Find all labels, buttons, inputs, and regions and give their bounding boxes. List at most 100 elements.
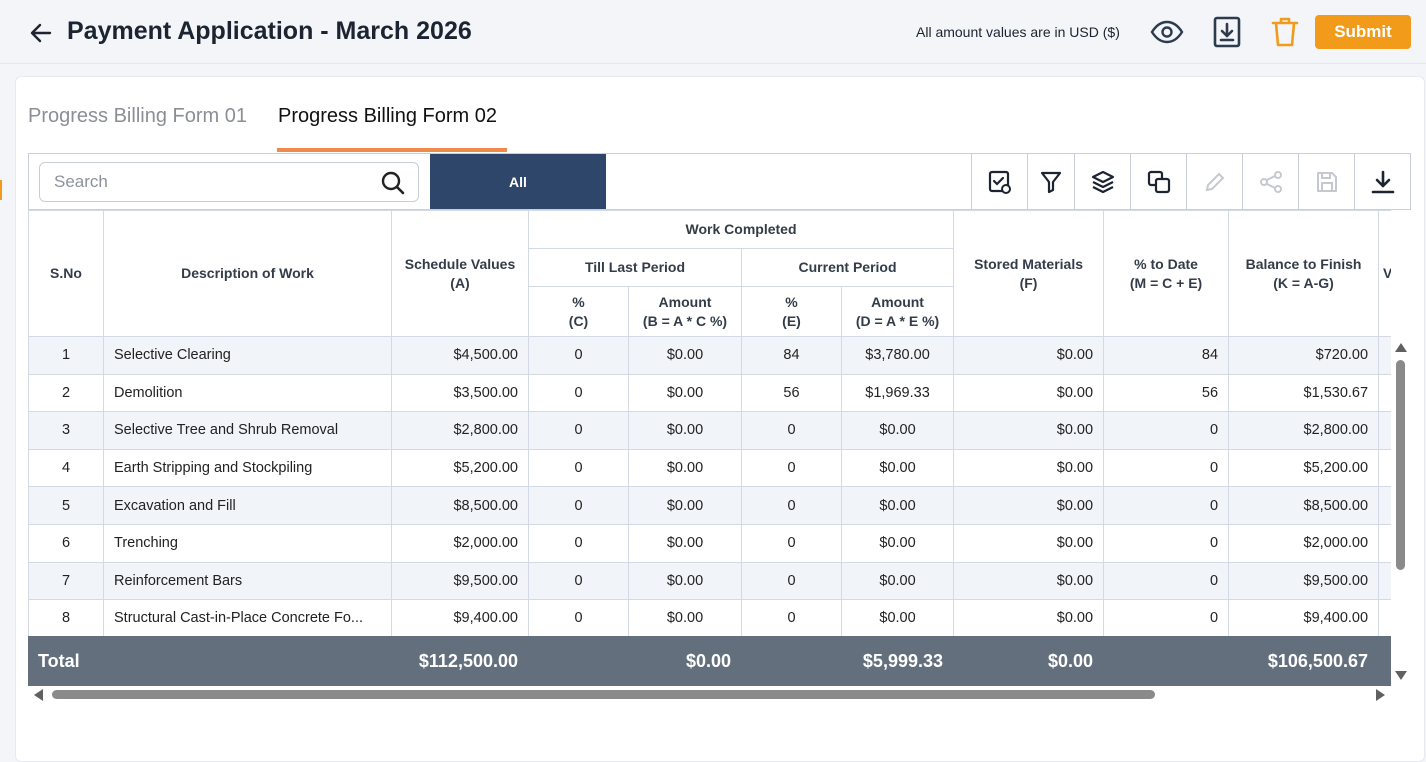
cell-c[interactable]: 0 <box>528 373 629 413</box>
cell-b[interactable]: $0.00 <box>628 561 742 601</box>
header-pct-c[interactable]: % (C) <box>528 286 629 337</box>
cell-sno[interactable]: 8 <box>28 599 104 638</box>
tab-progress-billing-form-02[interactable]: Progress Billing Form 02 <box>278 105 497 127</box>
header-pct-to-date[interactable]: % to Date (M = C + E) <box>1103 210 1230 337</box>
copy-icon[interactable] <box>1130 154 1186 209</box>
horizontal-scroll-thumb[interactable] <box>52 690 1155 699</box>
table-row[interactable]: 3 Selective Tree and Shrub Removal $2,800.… <box>28 411 1391 450</box>
download-icon[interactable] <box>1354 154 1411 209</box>
cell-b[interactable]: $0.00 <box>628 599 742 638</box>
header-schedule-values[interactable]: Schedule Values (A) <box>391 210 529 337</box>
cell-c[interactable]: 0 <box>528 448 629 488</box>
scroll-right-icon[interactable] <box>1376 689 1385 701</box>
cell-description[interactable]: Selective Clearing <box>103 336 392 375</box>
cell-c[interactable]: 0 <box>528 599 629 638</box>
cell-description[interactable]: Excavation and Fill <box>103 486 392 525</box>
cell-e[interactable]: 0 <box>741 448 842 488</box>
header-stored-materials[interactable]: Stored Materials (F) <box>953 210 1105 337</box>
table-row[interactable]: 2 Demolition $3,500.00 0 $0.00 56 $1,969.33 $0.… <box>28 373 1391 413</box>
cell-b[interactable]: $0.00 <box>628 336 742 375</box>
filter-icon[interactable] <box>1027 154 1074 209</box>
cell-f[interactable]: $0.00 <box>953 523 1105 563</box>
cell-schedule[interactable]: $4,500.00 <box>391 336 529 375</box>
cell-schedule[interactable]: $3,500.00 <box>391 373 529 413</box>
cell-e[interactable]: 84 <box>741 336 842 375</box>
cell-sno[interactable]: 7 <box>28 561 104 601</box>
cell-d[interactable]: $0.00 <box>840 523 955 563</box>
header-next-column[interactable]: V <box>1378 210 1391 337</box>
cell-description[interactable]: Reinforcement Bars <box>103 561 392 601</box>
table-row[interactable]: 1 Selective Clearing $4,500.00 0 $0.00 84 $3,7… <box>28 336 1391 375</box>
cell-description[interactable]: Selective Tree and Shrub Removal <box>103 411 392 450</box>
cell-b[interactable]: $0.00 <box>628 486 742 525</box>
cell-k[interactable]: $2,000.00 <box>1228 523 1380 563</box>
layers-icon[interactable] <box>1074 154 1130 209</box>
cell-k[interactable]: $2,800.00 <box>1228 411 1380 450</box>
scroll-down-icon[interactable] <box>1395 671 1407 680</box>
table-row[interactable]: 6 Trenching $2,000.00 0 $0.00 0 $0.00 $0.00 0 $2,… <box>28 523 1391 563</box>
cell-next[interactable] <box>1378 336 1391 375</box>
cell-f[interactable]: $0.00 <box>953 599 1105 638</box>
cell-b[interactable]: $0.00 <box>628 523 742 563</box>
cell-sno[interactable]: 6 <box>28 523 104 563</box>
cell-sno[interactable]: 4 <box>28 448 104 488</box>
cell-d[interactable]: $0.00 <box>840 411 955 450</box>
search-icon[interactable] <box>380 170 406 196</box>
cell-description[interactable]: Demolition <box>103 373 392 413</box>
cell-next[interactable] <box>1378 448 1391 488</box>
cell-b[interactable]: $0.00 <box>628 411 742 450</box>
eye-icon[interactable] <box>1150 15 1184 49</box>
cell-description[interactable]: Trenching <box>103 523 392 563</box>
cell-k[interactable]: $8,500.00 <box>1228 486 1380 525</box>
cell-c[interactable]: 0 <box>528 561 629 601</box>
filter-all-button[interactable]: All <box>430 154 606 209</box>
cell-m[interactable]: 84 <box>1103 336 1230 375</box>
header-pct-e[interactable]: % (E) <box>741 286 842 337</box>
cell-k[interactable]: $9,400.00 <box>1228 599 1380 638</box>
pencil-icon[interactable] <box>1186 154 1242 209</box>
cell-schedule[interactable]: $9,400.00 <box>391 599 529 638</box>
cell-e[interactable]: 0 <box>741 561 842 601</box>
cell-k[interactable]: $9,500.00 <box>1228 561 1380 601</box>
cell-f[interactable]: $0.00 <box>953 561 1105 601</box>
file-download-icon[interactable] <box>1210 15 1244 49</box>
scroll-up-icon[interactable] <box>1395 343 1407 352</box>
cell-d[interactable]: $0.00 <box>840 486 955 525</box>
cell-next[interactable] <box>1378 411 1391 450</box>
cell-d[interactable]: $0.00 <box>840 561 955 601</box>
header-description[interactable]: Description of Work <box>103 210 392 337</box>
submit-button[interactable]: Submit <box>1315 15 1411 49</box>
header-amount-b[interactable]: Amount (B = A * C %) <box>628 286 742 337</box>
cell-c[interactable]: 0 <box>528 523 629 563</box>
cell-k[interactable]: $5,200.00 <box>1228 448 1380 488</box>
cell-f[interactable]: $0.00 <box>953 336 1105 375</box>
search-input[interactable] <box>40 163 370 201</box>
header-sno[interactable]: S.No <box>28 210 104 337</box>
header-balance-to-finish[interactable]: Balance to Finish (K = A-G) <box>1228 210 1380 337</box>
cell-c[interactable]: 0 <box>528 486 629 525</box>
share-icon[interactable] <box>1242 154 1298 209</box>
cell-e[interactable]: 0 <box>741 599 842 638</box>
arrow-left-icon[interactable] <box>28 20 54 46</box>
cell-next[interactable] <box>1378 599 1391 638</box>
checklist-icon[interactable] <box>971 154 1027 209</box>
table-row[interactable]: 7 Reinforcement Bars $9,500.00 0 $0.00 0 $0.00… <box>28 561 1391 601</box>
cell-schedule[interactable]: $5,200.00 <box>391 448 529 488</box>
cell-c[interactable]: 0 <box>528 411 629 450</box>
cell-b[interactable]: $0.00 <box>628 448 742 488</box>
cell-schedule[interactable]: $8,500.00 <box>391 486 529 525</box>
cell-m[interactable]: 0 <box>1103 599 1230 638</box>
tab-progress-billing-form-01[interactable]: Progress Billing Form 01 <box>28 105 247 127</box>
cell-m[interactable]: 0 <box>1103 486 1230 525</box>
cell-d[interactable]: $0.00 <box>840 599 955 638</box>
cell-schedule[interactable]: $2,000.00 <box>391 523 529 563</box>
cell-m[interactable]: 56 <box>1103 373 1230 413</box>
cell-next[interactable] <box>1378 561 1391 601</box>
cell-b[interactable]: $0.00 <box>628 373 742 413</box>
cell-e[interactable]: 56 <box>741 373 842 413</box>
cell-sno[interactable]: 3 <box>28 411 104 450</box>
cell-e[interactable]: 0 <box>741 523 842 563</box>
cell-f[interactable]: $0.00 <box>953 448 1105 488</box>
cell-sno[interactable]: 5 <box>28 486 104 525</box>
cell-description[interactable]: Earth Stripping and Stockpiling <box>103 448 392 488</box>
